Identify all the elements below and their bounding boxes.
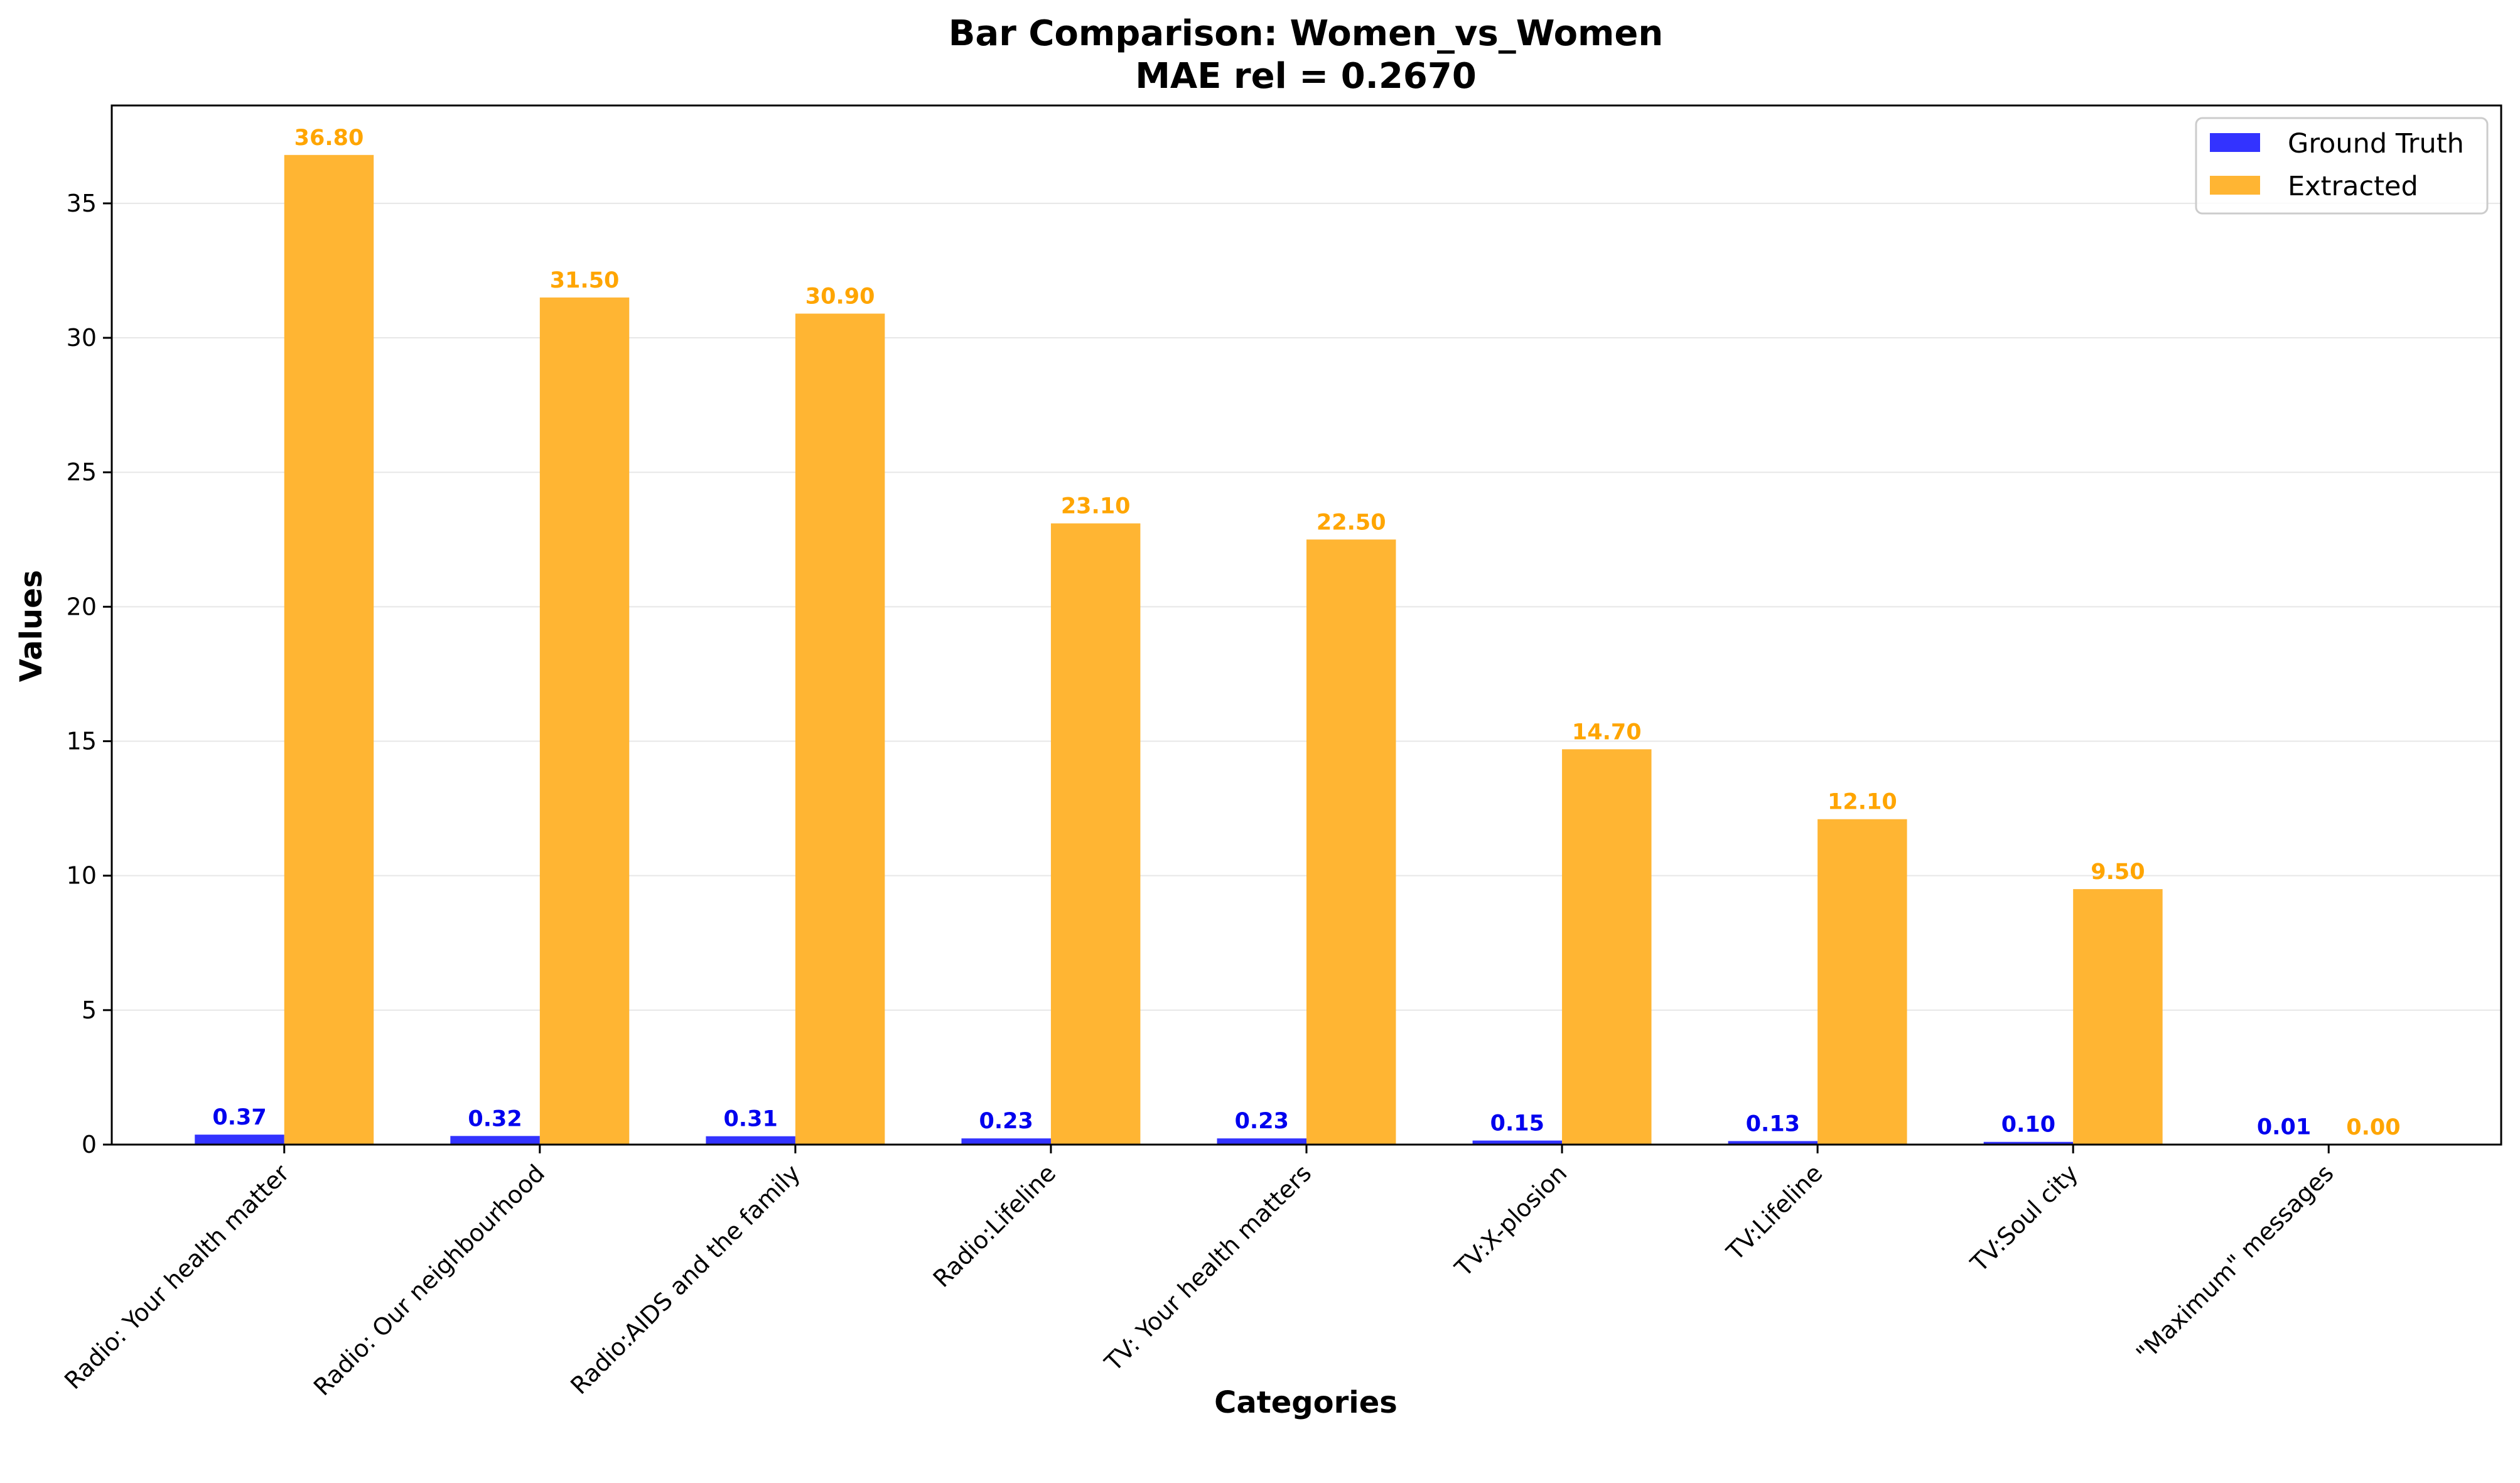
legend-box (2195, 117, 2489, 215)
bar-extracted (284, 154, 374, 1145)
y-tick-label: 30 (67, 324, 97, 352)
data-label-extracted: 9.50 (2091, 860, 2145, 885)
legend-label-extracted: Extracted (2288, 171, 2418, 202)
bar-ground-truth (961, 1138, 1051, 1145)
data-label-ground-truth: 0.01 (2257, 1115, 2311, 1140)
data-label-ground-truth: 0.15 (1490, 1111, 1544, 1136)
chart-title: Bar Comparison: Women_vs_Women (949, 13, 1663, 54)
bar-extracted (1050, 523, 1141, 1145)
bar-extracted (1817, 819, 1907, 1145)
bar-ground-truth (1472, 1140, 1563, 1145)
x-axis-label: Categories (1214, 1385, 1397, 1420)
chart-subtitle: MAE rel = 0.2670 (1135, 56, 1477, 97)
bar-ground-truth (195, 1135, 284, 1145)
y-tick-label: 25 (67, 458, 97, 486)
y-tick-label: 5 (82, 996, 97, 1024)
data-label-ground-truth: 0.23 (1235, 1109, 1289, 1134)
data-label-extracted: 23.10 (1061, 494, 1131, 519)
data-label-ground-truth: 0.13 (1746, 1111, 1800, 1136)
y-tick-label: 15 (67, 728, 97, 755)
data-label-ground-truth: 0.10 (2001, 1113, 2055, 1138)
data-label-extracted: 12.10 (1828, 790, 1897, 815)
legend: Ground Truth Extracted (2195, 117, 2489, 215)
data-label-ground-truth: 0.23 (979, 1109, 1033, 1134)
y-tick-label: 35 (67, 190, 97, 217)
bar-extracted (795, 313, 885, 1145)
bars (195, 154, 2329, 1145)
data-label-ground-truth: 0.31 (723, 1107, 777, 1132)
bar-extracted (2073, 889, 2163, 1145)
data-label-extracted: 14.70 (1572, 720, 1642, 745)
y-axis-label: Values (14, 570, 49, 682)
legend-swatch-extracted (2210, 176, 2260, 195)
bar-ground-truth (1728, 1141, 1818, 1145)
bar-ground-truth (1983, 1141, 2074, 1145)
y-tick-label: 10 (67, 862, 97, 890)
bar-ground-truth (1217, 1138, 1306, 1145)
value-labels: 0.37 0.32 0.31 0.23 0.23 0.15 0.13 0.10 0.01 36.8… (212, 126, 2400, 1140)
data-label-extracted: 30.90 (805, 284, 875, 310)
data-label-extracted: 22.50 (1317, 510, 1386, 535)
data-label-ground-truth: 0.32 (468, 1106, 522, 1131)
y-tick-label: 20 (67, 593, 97, 620)
legend-label-ground-truth: Ground Truth (2288, 128, 2464, 159)
data-label-ground-truth: 0.37 (212, 1105, 266, 1130)
data-label-extracted: 0.00 (2346, 1115, 2400, 1140)
bar-extracted (1306, 539, 1396, 1145)
data-label-extracted: 31.50 (550, 268, 620, 293)
y-axis-ticks: 0 5 10 15 20 25 30 35 (67, 190, 112, 1158)
bar-extracted (1562, 749, 1652, 1145)
y-tick-label: 0 (82, 1131, 97, 1158)
data-label-extracted: 36.80 (294, 126, 364, 151)
legend-swatch-ground-truth (2210, 133, 2260, 152)
bar-extracted (539, 297, 630, 1145)
bar-ground-truth (706, 1136, 795, 1145)
bar-ground-truth (450, 1136, 540, 1145)
